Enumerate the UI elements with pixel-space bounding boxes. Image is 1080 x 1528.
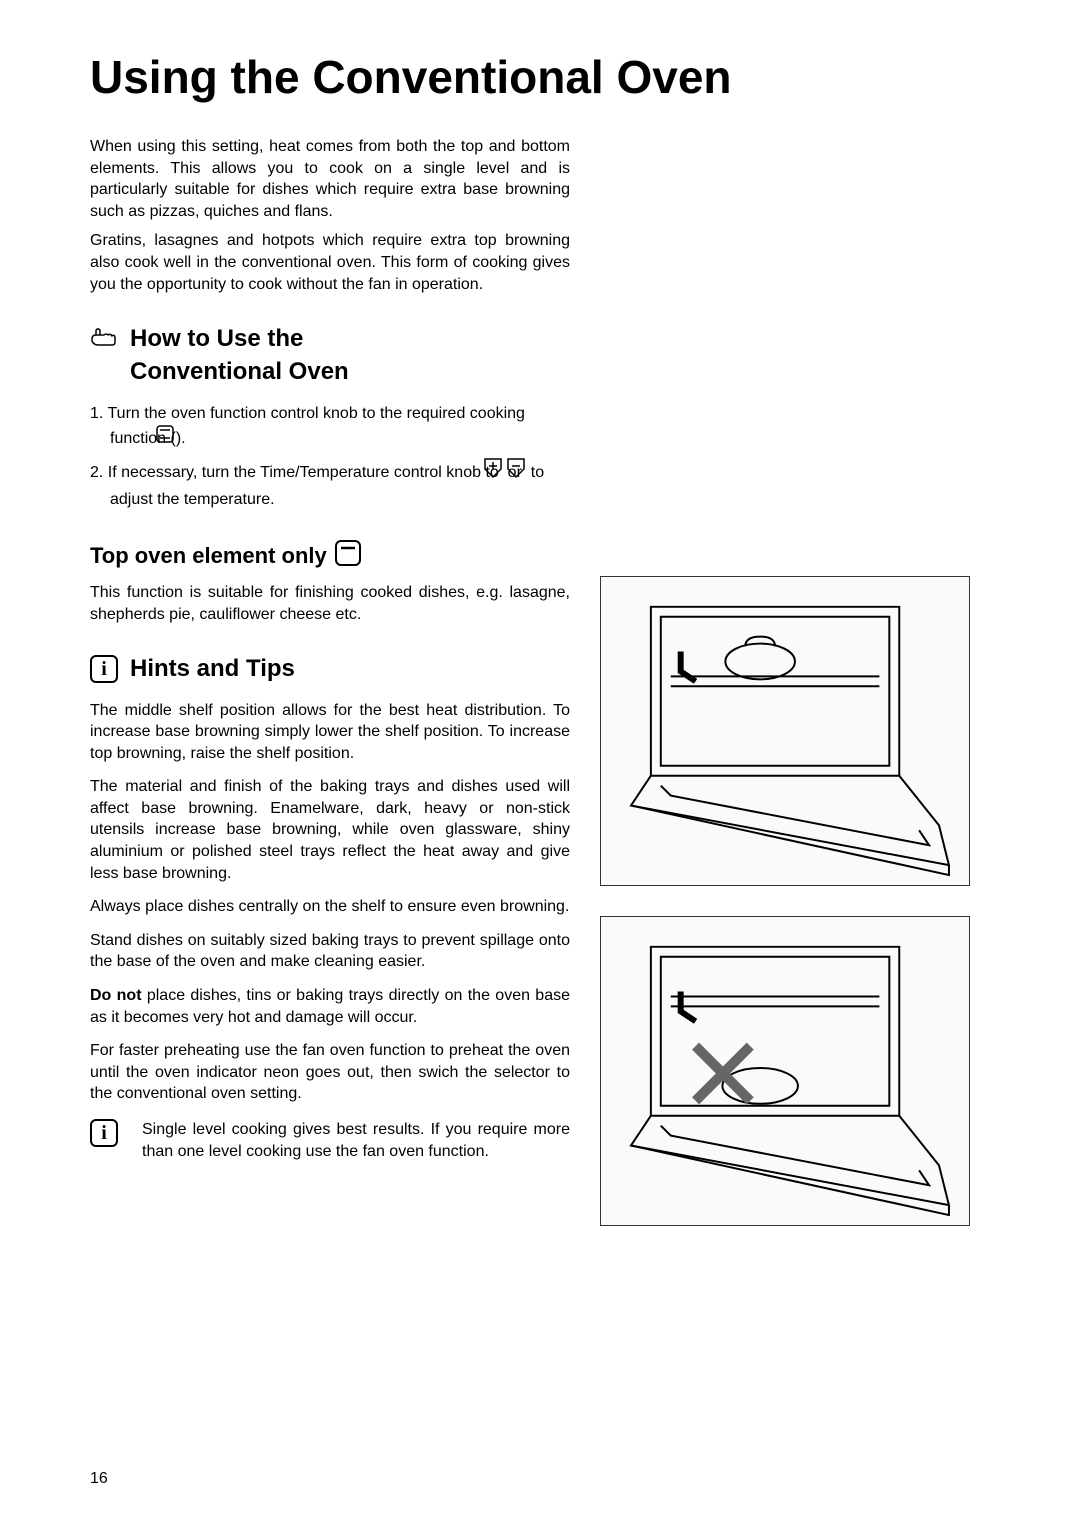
oven-incorrect-illustration: [600, 916, 970, 1226]
howto-title-line2: Conventional Oven: [130, 358, 349, 385]
hints-p5-bold: Do not: [90, 987, 142, 1004]
step-2: 2. If necessary, turn the Time/Temperatu…: [90, 458, 570, 512]
hints-p4: Stand dishes on suitably sized baking tr…: [90, 930, 570, 973]
info-note-text: Single level cooking gives best results.…: [142, 1119, 570, 1162]
hints-title: Hints and Tips: [130, 653, 295, 685]
hints-p3: Always place dishes centrally on the she…: [90, 896, 570, 918]
oven-correct-illustration: [600, 576, 970, 886]
hand-pointer-icon: [90, 327, 120, 352]
info-icon: i: [90, 655, 118, 683]
page-number: 16: [90, 1470, 108, 1488]
step-1: 1. Turn the oven function control knob t…: [90, 402, 570, 452]
step2-text-pre: 2. If necessary, turn the Time/Temperatu…: [90, 464, 503, 481]
intro-paragraph-2: Gratins, lasagnes and hotpots which requ…: [90, 230, 570, 295]
info-icon-small: i: [90, 1119, 118, 1147]
howto-header: How to Use the Conventional Oven: [90, 323, 570, 388]
howto-title-line1: How to Use the: [130, 325, 303, 352]
step1-text-post: ).: [176, 430, 186, 447]
top-element-title: Top oven element only: [90, 543, 327, 569]
intro-paragraph-1: When using this setting, heat comes from…: [90, 136, 570, 222]
howto-title: How to Use the Conventional Oven: [130, 323, 349, 388]
hints-p5: Do not place dishes, tins or baking tray…: [90, 985, 570, 1028]
hints-header: i Hints and Tips: [90, 653, 570, 685]
left-column: When using this setting, heat comes from…: [90, 136, 570, 1256]
page-title: Using the Conventional Oven: [90, 50, 990, 104]
main-content: When using this setting, heat comes from…: [90, 136, 990, 1256]
info-note: i Single level cooking gives best result…: [90, 1119, 570, 1162]
hints-p5-rest: place dishes, tins or baking trays direc…: [90, 987, 570, 1026]
top-element-icon: [335, 540, 361, 572]
hints-p2: The material and finish of the baking tr…: [90, 776, 570, 884]
right-column: [600, 136, 980, 1256]
hints-p1: The middle shelf position allows for the…: [90, 700, 570, 765]
top-element-header: Top oven element only: [90, 540, 570, 572]
top-element-body: This function is suitable for finishing …: [90, 582, 570, 625]
hints-p6: For faster preheating use the fan oven f…: [90, 1040, 570, 1105]
